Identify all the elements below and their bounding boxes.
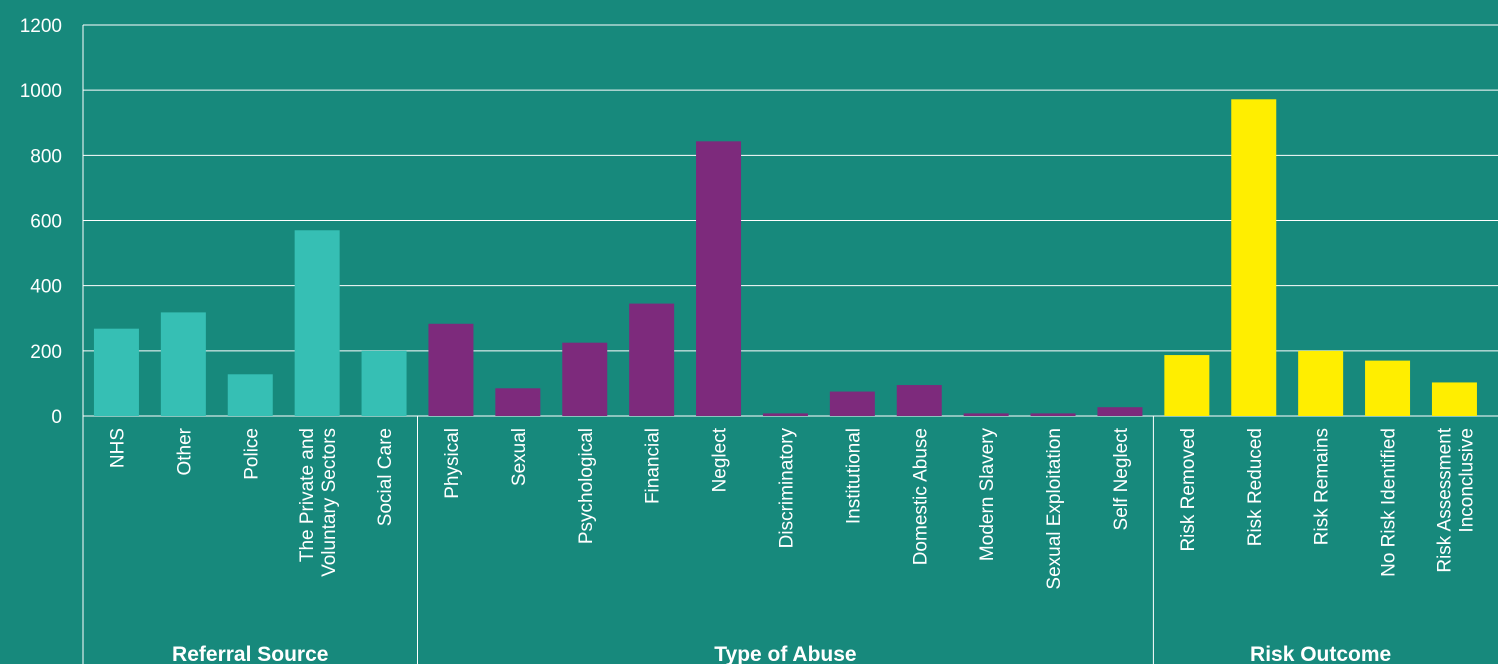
category-label-line: Psychological (576, 428, 597, 544)
category-label-line: Self Neglect (1111, 427, 1132, 530)
bar (1097, 407, 1143, 416)
category-label-line: Neglect (710, 427, 731, 492)
category-label: No Risk Identified (1379, 428, 1400, 577)
y-tick-label: 800 (30, 146, 62, 167)
y-tick-label: 600 (30, 212, 62, 233)
y-tick-label: 1000 (20, 81, 62, 102)
bar (1431, 382, 1477, 416)
bar (495, 388, 541, 416)
category-label-line: No Risk Identified (1379, 428, 1400, 577)
bars (93, 99, 1477, 416)
bar (696, 141, 742, 416)
group-label: Type of Abuse (714, 643, 856, 664)
category-label: NHS (107, 428, 128, 468)
y-tick-label: 1200 (20, 16, 62, 37)
category-label-line: Risk Assessment (1434, 427, 1455, 572)
category-label: Other (174, 427, 195, 475)
category-label: Psychological (576, 428, 597, 544)
bar (896, 385, 942, 416)
bar (93, 328, 139, 416)
group-label: Risk Outcome (1250, 643, 1391, 664)
category-label: Domestic Abuse (910, 428, 931, 565)
category-label-line: Sexual (509, 428, 530, 486)
y-tick-label: 0 (51, 407, 62, 428)
category-label: Financial (643, 428, 664, 504)
y-axis-tick-labels: 0 200 400 600 800 1000 1200 (20, 16, 62, 428)
category-label-line: Institutional (843, 428, 864, 524)
bar (1164, 355, 1210, 416)
bar (1231, 99, 1277, 416)
category-label-line: Other (174, 427, 195, 475)
bar (294, 230, 340, 416)
category-label: Self Neglect (1111, 427, 1132, 530)
category-label: Risk Reduced (1245, 428, 1266, 546)
category-label: Sexual Exploitation (1044, 428, 1065, 590)
category-label: The Private and Voluntary Sectors (297, 428, 340, 577)
category-label-line: Voluntary Sectors (319, 428, 340, 577)
category-label-line: Modern Slavery (977, 428, 998, 562)
category-label-line: Physical (442, 428, 463, 499)
bar (227, 374, 273, 416)
y-tick-label: 400 (30, 277, 62, 298)
bar (829, 391, 875, 416)
category-label-line: Risk Remains (1312, 428, 1333, 545)
category-label: Physical (442, 428, 463, 499)
bar (160, 312, 206, 416)
group-labels: Referral Source Type of Abuse Risk Outcome (172, 643, 1391, 664)
group-label: Referral Source (172, 643, 328, 664)
y-tick-label: 200 (30, 342, 62, 363)
bar (762, 413, 808, 416)
bar (1365, 360, 1411, 416)
bar (1030, 413, 1076, 416)
category-label: Institutional (843, 428, 864, 524)
category-label-line: Risk Removed (1178, 428, 1199, 552)
category-label: Risk Assessment Inconclusive (1434, 427, 1477, 572)
category-label: Risk Remains (1312, 428, 1333, 545)
category-label-line: Financial (643, 428, 664, 504)
bar (1298, 350, 1344, 416)
category-label-line: Domestic Abuse (910, 428, 931, 565)
category-label-line: NHS (107, 428, 128, 468)
category-label-line: The Private and (297, 428, 318, 562)
category-label: Sexual (509, 428, 530, 486)
category-label-line: Police (241, 428, 262, 480)
category-label-line: Inconclusive (1456, 428, 1477, 533)
category-label: Neglect (710, 427, 731, 492)
bar (562, 342, 608, 416)
category-label-line: Social Care (375, 428, 396, 526)
category-label: Police (241, 428, 262, 480)
category-label-line: Risk Reduced (1245, 428, 1266, 546)
bar (963, 413, 1009, 416)
bar (361, 350, 407, 416)
bar (629, 303, 675, 416)
bar (428, 323, 474, 416)
category-label: Risk Removed (1178, 428, 1199, 552)
category-label: Discriminatory (776, 428, 797, 549)
category-label: Modern Slavery (977, 428, 998, 562)
category-label-line: Discriminatory (776, 428, 797, 549)
category-labels: NHS Other Police The Private and Voluntary S… (107, 427, 1477, 589)
category-label: Social Care (375, 428, 396, 526)
category-label-line: Sexual Exploitation (1044, 428, 1065, 590)
